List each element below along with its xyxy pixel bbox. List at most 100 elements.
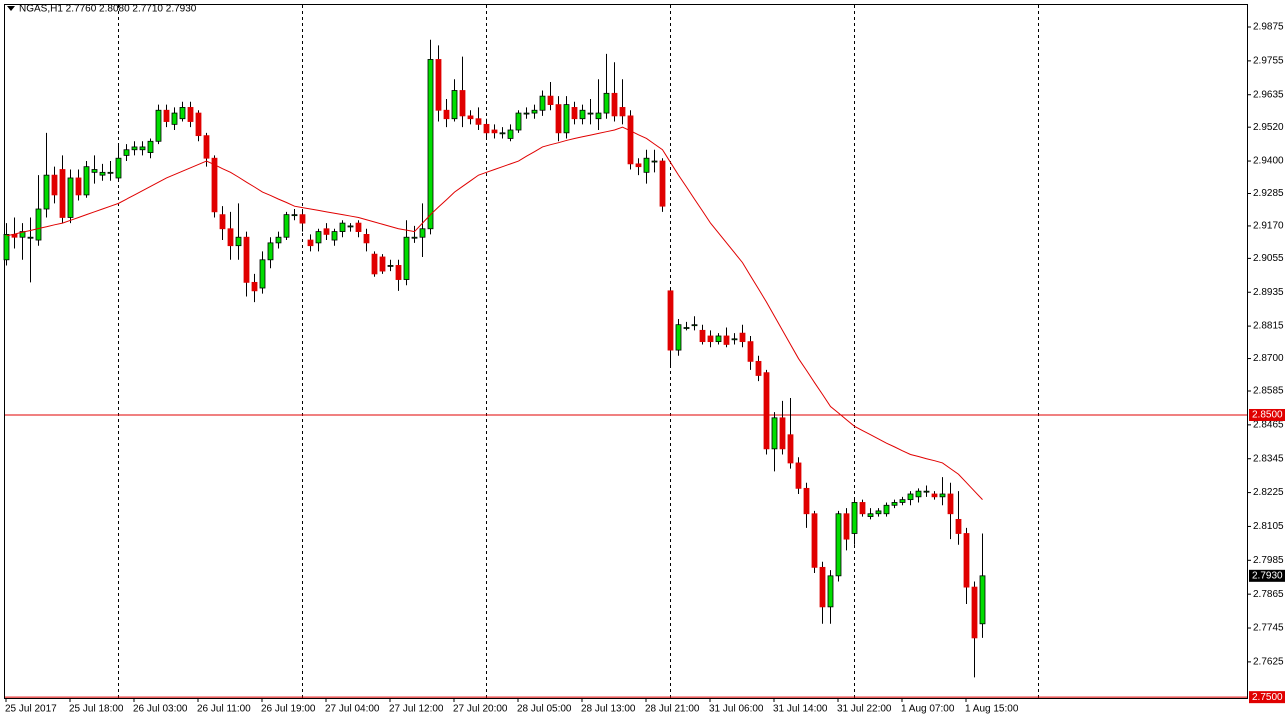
candles	[3, 39, 986, 678]
candle-body	[899, 499, 906, 503]
candle-body	[275, 236, 282, 244]
candle-body	[483, 123, 490, 134]
level-label: 2.8500	[1252, 410, 1283, 421]
x-tick-label: 28 Jul 13:00	[581, 704, 636, 715]
candle-body	[51, 174, 58, 196]
candle-body	[443, 109, 450, 120]
candle-body	[403, 236, 410, 280]
candle-body	[667, 290, 674, 351]
plot-frame	[4, 4, 1248, 699]
candle-body	[43, 174, 50, 210]
y-tick-label: 2.8345	[1253, 453, 1284, 464]
x-tick-label: 27 Jul 04:00	[325, 704, 380, 715]
y-tick-label: 2.9520	[1253, 122, 1284, 133]
candle-body	[331, 231, 338, 241]
candle-body	[651, 160, 658, 163]
x-tick-label: 1 Aug 15:00	[965, 704, 1019, 715]
candle-body	[883, 504, 890, 515]
candle-body	[299, 214, 306, 224]
candle-body	[587, 112, 594, 115]
candle-body	[707, 335, 714, 343]
candle-body	[139, 146, 146, 151]
candle-body	[979, 575, 986, 625]
candle-body	[235, 236, 242, 247]
candle-body	[627, 115, 634, 165]
candle-body	[363, 234, 370, 244]
candle-body	[547, 95, 554, 106]
candle-body	[875, 510, 882, 515]
candle-body	[635, 163, 642, 168]
candle-body	[259, 259, 266, 289]
x-tick-label: 25 Jul 2017	[5, 704, 57, 715]
candle-body	[339, 222, 346, 232]
x-tick-label: 31 Jul 06:00	[709, 704, 764, 715]
candle-body	[499, 132, 506, 135]
candle-body	[283, 214, 290, 238]
y-tick-label: 2.8465	[1253, 420, 1284, 431]
candle-body	[155, 109, 162, 142]
candle-body	[67, 177, 74, 218]
candle-body	[411, 236, 418, 239]
candle-body	[603, 92, 610, 114]
candle-body	[163, 109, 170, 122]
x-tick-label: 27 Jul 12:00	[389, 704, 444, 715]
candle-body	[971, 586, 978, 639]
x-tick-label: 26 Jul 03:00	[133, 704, 188, 715]
candle-body	[291, 214, 298, 217]
candle-body	[107, 171, 114, 174]
x-tick-label: 28 Jul 21:00	[645, 704, 700, 715]
level-box	[1249, 691, 1285, 704]
candle-body	[115, 157, 122, 179]
y-tick-label: 2.9755	[1253, 56, 1284, 67]
candle-body	[187, 107, 194, 122]
level-box	[1249, 408, 1285, 421]
candle-body	[523, 112, 530, 115]
candle-body	[827, 575, 834, 608]
y-tick-label: 2.9285	[1253, 188, 1284, 199]
candle-body	[435, 59, 442, 111]
candle-body	[691, 324, 698, 327]
candle-body	[59, 169, 66, 218]
candle-body	[219, 214, 226, 230]
candle-body	[787, 434, 794, 464]
candle-body	[763, 372, 770, 450]
candle-body	[683, 327, 690, 329]
candle-body	[171, 112, 178, 125]
candle-body	[19, 231, 26, 238]
candle-body	[803, 487, 810, 515]
candle-body	[371, 253, 378, 275]
candle-body	[515, 112, 522, 131]
moving-average	[6, 126, 983, 500]
candle-body	[947, 493, 954, 515]
candle-body	[307, 239, 314, 247]
candle-body	[563, 104, 570, 134]
candle-body	[507, 129, 514, 139]
candle-body	[99, 171, 106, 176]
y-tick-label: 2.7985	[1253, 555, 1284, 566]
y-tick-label: 2.9875	[1253, 22, 1284, 33]
candle-body	[267, 242, 274, 261]
level-label: 2.7500	[1252, 692, 1283, 703]
candle-body	[771, 417, 778, 450]
candle-body	[723, 335, 730, 345]
candle-body	[619, 107, 626, 117]
candle-body	[739, 332, 746, 343]
candle-body	[459, 90, 466, 117]
candle-body	[843, 513, 850, 540]
y-tick-label: 2.8105	[1253, 521, 1284, 532]
candle-body	[27, 236, 34, 239]
x-tick-label: 26 Jul 19:00	[261, 704, 316, 715]
candle-body	[715, 335, 722, 343]
y-tick-label: 2.7865	[1253, 589, 1284, 600]
x-tick-label: 27 Jul 20:00	[453, 704, 508, 715]
candle-body	[819, 566, 826, 608]
y-tick-label: 2.8700	[1253, 353, 1284, 364]
y-tick-label: 2.7745	[1253, 623, 1284, 634]
candle-body	[915, 490, 922, 498]
candle-body	[467, 115, 474, 120]
candle-body	[811, 513, 818, 568]
candle-body	[731, 338, 738, 341]
x-tick-label: 1 Aug 07:00	[901, 704, 955, 715]
candle-body	[835, 513, 842, 577]
y-tick-label: 2.8815	[1253, 321, 1284, 332]
